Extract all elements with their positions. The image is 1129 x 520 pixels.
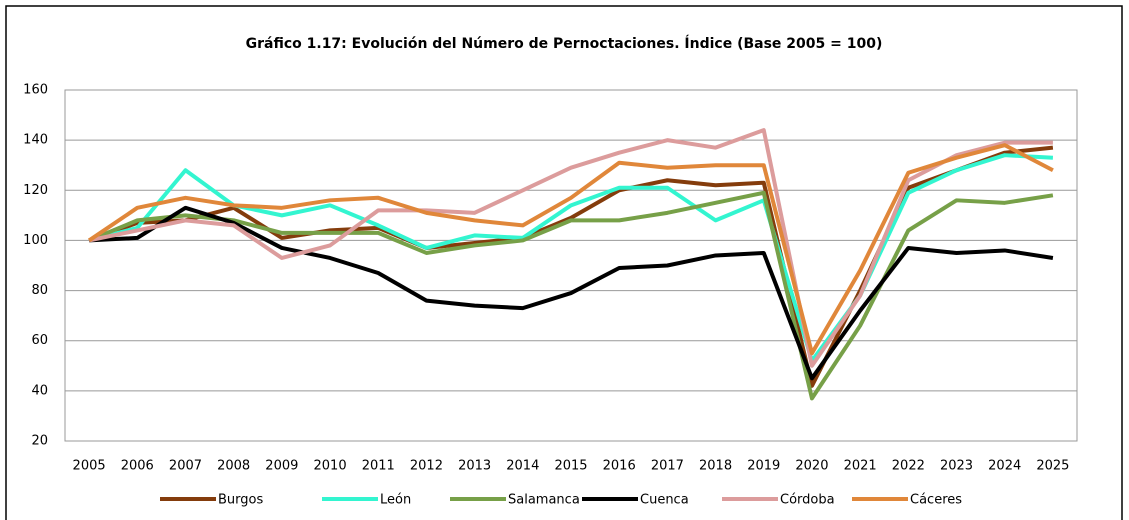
chart-frame (5, 5, 1123, 520)
chart-title: Gráfico 1.17: Evolución del Número de Pe… (246, 35, 883, 52)
series-line (88, 190, 1054, 401)
y-tick-label: 160 (23, 83, 48, 98)
legend-label: Cáceres (910, 493, 962, 508)
y-tick-label: 100 (23, 233, 48, 248)
x-tick-label: 2009 (265, 459, 298, 474)
x-tick-label: 2015 (554, 459, 587, 474)
legend-label: Córdoba (780, 493, 835, 508)
series-line (88, 205, 1054, 381)
x-tick-label: 2025 (1036, 459, 1069, 474)
y-tick-label: 60 (31, 333, 48, 348)
x-tick-label: 2007 (169, 459, 202, 474)
y-tick-label: 20 (31, 434, 48, 449)
legend-label: Burgos (218, 493, 263, 508)
x-tick-label: 2011 (362, 459, 395, 474)
legend-label: Salamanca (508, 493, 580, 508)
x-tick-label: 2013 (458, 459, 491, 474)
x-tick-label: 2017 (651, 459, 684, 474)
x-tick-label: 2014 (506, 459, 539, 474)
x-tick-label: 2024 (988, 459, 1021, 474)
x-tick-label: 2019 (747, 459, 780, 474)
y-tick-label: 80 (31, 283, 48, 298)
legend-label: Cuenca (640, 493, 689, 508)
x-tick-label: 2012 (410, 459, 443, 474)
series-line (87, 143, 1054, 356)
series-line (88, 128, 1053, 368)
x-tick-label: 2020 (795, 459, 828, 474)
x-tick-label: 2022 (892, 459, 925, 474)
x-tick-label: 2008 (217, 459, 250, 474)
x-tick-label: 2016 (603, 459, 636, 474)
y-tick-label: 140 (23, 133, 48, 148)
x-tick-label: 2023 (940, 459, 973, 474)
legend-label: León (380, 493, 411, 508)
x-tick-label: 2006 (121, 459, 154, 474)
y-tick-label: 40 (31, 383, 48, 398)
x-tick-label: 2005 (73, 459, 106, 474)
x-tick-label: 2018 (699, 459, 732, 474)
series-line (88, 153, 1054, 363)
x-tick-label: 2021 (844, 459, 877, 474)
y-tick-label: 120 (23, 183, 48, 198)
x-tick-label: 2010 (314, 459, 347, 474)
